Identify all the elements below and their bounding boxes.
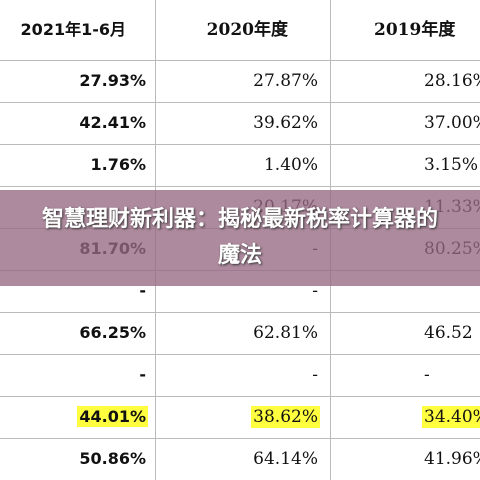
- cell-text: 37.00%: [424, 113, 480, 133]
- cell-text: 44.01%: [77, 406, 148, 427]
- table-cell: 66.25%: [0, 312, 148, 354]
- row-divider: [0, 438, 480, 439]
- table-cell: 1.40%: [155, 144, 320, 186]
- table-cell: 27.93%: [0, 60, 148, 102]
- cell-text: 34.40%: [422, 406, 480, 428]
- cell-text: -: [312, 281, 318, 301]
- cell-text: 50.86%: [79, 449, 146, 468]
- table-cell: 62.81%: [155, 312, 320, 354]
- cell-text: -: [139, 281, 146, 300]
- table-cell: 50.86%: [0, 438, 148, 480]
- header-cell: 2019年度: [372, 0, 480, 60]
- cell-text: 39.62%: [253, 113, 318, 133]
- table-cell: 27.87%: [155, 60, 320, 102]
- table-cell: 28.16%: [422, 60, 480, 102]
- table-cell: 44.01%: [0, 396, 148, 438]
- row-divider: [0, 60, 480, 61]
- cell-text: -: [312, 365, 318, 385]
- table-cell: 39.62%: [155, 102, 320, 144]
- cell-text: 62.81%: [253, 323, 318, 343]
- cell-text: -: [424, 365, 430, 385]
- cell-text: 64.14%: [253, 449, 318, 469]
- table-cell: 38.62%: [155, 396, 320, 438]
- cell-text: 66.25%: [79, 323, 146, 342]
- table-cell: 42.41%: [0, 102, 148, 144]
- cell-text: 41.96%: [424, 449, 480, 469]
- cell-text: 1.40%: [263, 155, 318, 175]
- table-cell: 64.14%: [155, 438, 320, 480]
- cell-text: 27.87%: [253, 71, 318, 91]
- title-banner: 智慧理财新利器：揭秘最新税率计算器的魔法: [0, 190, 480, 286]
- table-cell: 46.52: [422, 312, 480, 354]
- table-cell: -: [155, 270, 320, 312]
- header-text: 2021年1-6月: [20, 20, 126, 39]
- row-divider: [0, 102, 480, 103]
- cell-text: 27.93%: [79, 71, 146, 90]
- header-text: 2020年度: [206, 20, 288, 40]
- row-divider: [0, 186, 480, 187]
- row-divider: [0, 354, 480, 355]
- cell-text: 46.52: [424, 323, 473, 343]
- cell-text: 38.62%: [251, 406, 320, 428]
- table-cell: -: [0, 354, 148, 396]
- header-cell: 2020年度: [155, 0, 290, 60]
- header-cell: 2021年1-6月: [0, 0, 128, 60]
- cell-text: 1.76%: [90, 155, 146, 174]
- row-divider: [0, 144, 480, 145]
- table-cell: 3.15%: [422, 144, 480, 186]
- row-divider: [0, 312, 480, 313]
- table-cell: -: [155, 354, 320, 396]
- table-cell: 41.96%: [422, 438, 480, 480]
- cell-text: 3.15%: [424, 155, 479, 175]
- cell-text: 28.16%: [424, 71, 480, 91]
- cell-text: -: [139, 365, 146, 384]
- table-cell: 37.00%: [422, 102, 480, 144]
- table-cell: -: [0, 270, 148, 312]
- header-text: 2019年度: [374, 20, 456, 40]
- table-cell: -: [422, 354, 480, 396]
- table-cell: 1.76%: [0, 144, 148, 186]
- table-cell: 34.40%: [422, 396, 480, 438]
- banner-title: 智慧理财新利器：揭秘最新税率计算器的魔法: [41, 207, 438, 268]
- cell-text: 42.41%: [79, 113, 146, 132]
- row-divider: [0, 396, 480, 397]
